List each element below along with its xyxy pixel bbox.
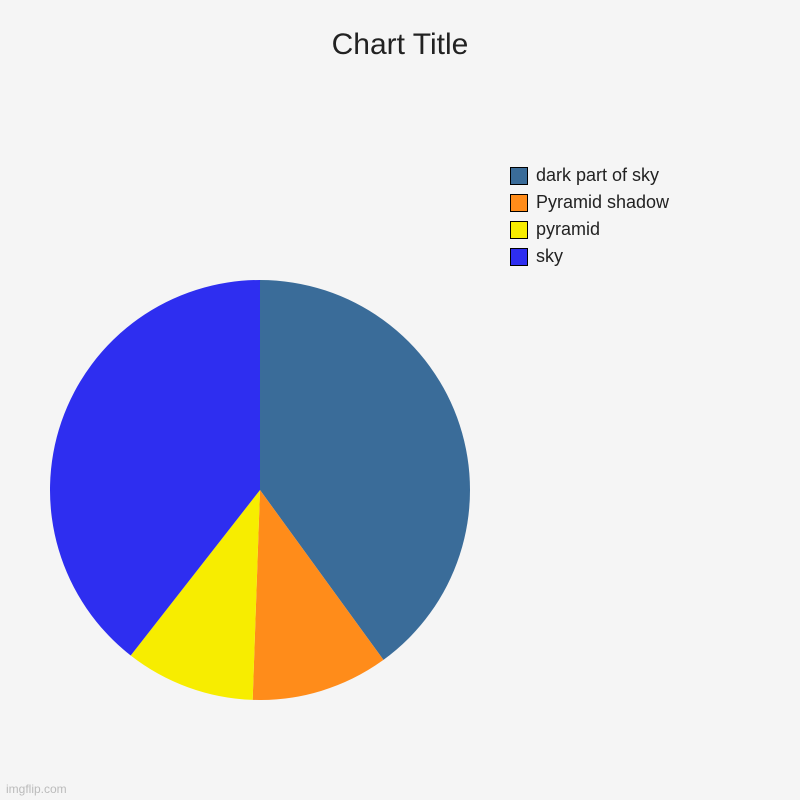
legend-label-pyramid: pyramid [536, 219, 600, 240]
legend-item-dark_sky: dark part of sky [510, 165, 669, 186]
legend-swatch-pyramid_shadow [510, 194, 528, 212]
legend-label-dark_sky: dark part of sky [536, 165, 659, 186]
legend-label-sky: sky [536, 246, 563, 267]
legend-item-pyramid: pyramid [510, 219, 669, 240]
watermark: imgflip.com [6, 782, 67, 796]
legend-item-pyramid_shadow: Pyramid shadow [510, 192, 669, 213]
legend-label-pyramid_shadow: Pyramid shadow [536, 192, 669, 213]
chart-title: Chart Title [0, 28, 800, 62]
pie-chart [50, 280, 470, 700]
legend: dark part of sky Pyramid shadow pyramid sky [510, 165, 669, 273]
legend-item-sky: sky [510, 246, 669, 267]
legend-swatch-pyramid [510, 221, 528, 239]
legend-swatch-sky [510, 248, 528, 266]
legend-swatch-dark_sky [510, 167, 528, 185]
